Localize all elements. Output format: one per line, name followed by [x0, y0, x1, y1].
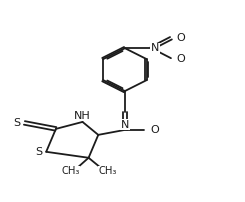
Text: O: O — [176, 54, 185, 64]
Text: N: N — [151, 43, 159, 53]
Text: N: N — [121, 120, 129, 129]
Text: O: O — [176, 33, 185, 43]
Text: CH₃: CH₃ — [61, 166, 80, 176]
Text: CH₃: CH₃ — [99, 166, 117, 176]
Text: S: S — [13, 118, 20, 128]
Text: NH: NH — [74, 110, 91, 121]
Text: S: S — [35, 147, 42, 157]
Text: O: O — [150, 125, 159, 135]
